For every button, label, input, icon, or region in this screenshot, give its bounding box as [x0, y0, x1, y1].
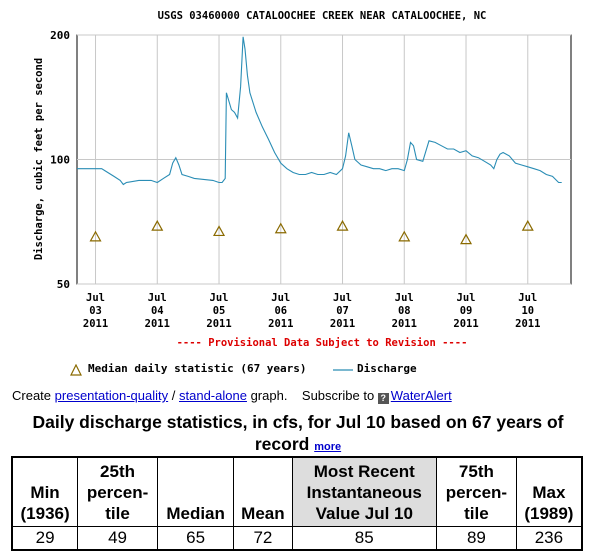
stats-heading: Daily discharge statistics, in cfs, for …: [8, 411, 588, 458]
median-marker: [460, 233, 473, 245]
stats-value-cell: 89: [436, 526, 517, 551]
stats-col-header-line: tile: [105, 504, 130, 523]
stats-value-cell: 72: [233, 526, 293, 551]
stats-col-header-line: percen-: [445, 483, 508, 502]
stats-value-cell: 65: [156, 526, 235, 551]
stats-col-header: Most Recent Instantaneous Value Jul 10: [291, 456, 438, 527]
x-tick-label: 04: [151, 305, 164, 317]
create-graph-line: Create presentation-quality / stand-alon…: [12, 388, 452, 404]
more-link[interactable]: more: [314, 441, 342, 453]
stats-col-header: Median: [156, 456, 235, 527]
x-tick-label: 2011: [268, 318, 293, 330]
x-tick-label: Jul: [148, 292, 167, 304]
discharge-chart: USGS 03460000 CATALOOCHEE CREEK NEAR CAT…: [33, 10, 572, 349]
median-marker: [89, 230, 102, 242]
median-marker: [336, 219, 349, 231]
stats-value-cell: 29: [11, 526, 79, 551]
stats-col-header: Min (1936): [11, 456, 79, 527]
median-marker: [521, 219, 534, 231]
stats-value-cell: 236: [515, 526, 583, 551]
legend-discharge-label: Discharge: [357, 362, 417, 375]
legend-line-icon: [333, 369, 353, 371]
stats-col-header-line: 25th: [100, 462, 136, 481]
stats-col-header-line: tile: [464, 504, 489, 523]
stats-value-cell: 49: [77, 526, 158, 551]
x-tick-label: 2011: [453, 318, 478, 330]
x-tick-label: Jul: [210, 292, 229, 304]
discharge-stats-table: Min (1936) 25th percen-tile Median Mean Most R…: [11, 456, 583, 551]
x-tick-label: Jul: [271, 292, 290, 304]
x-tick-label: 03: [89, 305, 102, 317]
stats-value-cell: 85: [291, 526, 438, 551]
median-marker: [274, 222, 287, 234]
chart-legend: Median daily statistic (67 years) Discha…: [0, 362, 595, 378]
x-tick-label: 2011: [515, 318, 540, 330]
x-tick-label: Jul: [86, 292, 105, 304]
discharge-series-line: [77, 36, 562, 186]
stats-col-header-line: Median: [166, 504, 225, 523]
stats-col-header-line: 75th: [458, 462, 494, 481]
x-tick-label: Jul: [518, 292, 537, 304]
median-marker: [151, 219, 164, 231]
stats-col-header: 75th percen-tile: [436, 456, 517, 527]
stats-col-header-line: (1936): [20, 504, 70, 523]
stats-col-header-line: Mean: [241, 504, 285, 523]
y-tick-label: 200: [50, 29, 70, 42]
x-tick-label: 05: [213, 305, 226, 317]
stats-col-header-line: Most Recent: [313, 462, 415, 481]
x-tick-label: Jul: [395, 292, 414, 304]
legend-triangle-icon: [70, 364, 82, 376]
stats-col-header-line: percen-: [86, 483, 149, 502]
x-tick-label: 2011: [83, 318, 108, 330]
x-tick-label: 2011: [392, 318, 417, 330]
median-marker: [213, 225, 226, 237]
wateralert-icon[interactable]: ?: [377, 393, 389, 404]
slash-separator: /: [171, 388, 176, 403]
x-tick-label: Jul: [333, 292, 352, 304]
x-tick-label: 09: [460, 305, 473, 317]
x-tick-label: 10: [521, 305, 534, 317]
grid-lines: [77, 34, 571, 285]
y-axis-label: Discharge, cubic feet per second: [33, 58, 45, 260]
stats-header-row: Min (1936) 25th percen-tile Median Mean Most R…: [11, 456, 583, 527]
x-tick-label: 2011: [145, 318, 170, 330]
presentation-quality-link[interactable]: presentation-quality: [54, 388, 169, 403]
stats-col-header-line: Min: [30, 483, 60, 502]
y-tick-label: 100: [50, 154, 70, 167]
provisional-note: ---- Provisional Data Subject to Revisio…: [177, 337, 468, 349]
median-markers: [89, 219, 534, 245]
y-tick-labels: 200 100 50: [50, 29, 70, 291]
x-tick-label: 2011: [206, 318, 231, 330]
stats-col-header-line: (1989): [524, 504, 574, 523]
median-marker: [398, 230, 411, 242]
x-tick-labels: Jul032011Jul042011Jul052011Jul062011Jul0…: [83, 292, 541, 330]
x-tick-label: Jul: [457, 292, 476, 304]
stats-heading-text: Daily discharge statistics, in cfs, for …: [32, 412, 564, 454]
x-tick-label: 07: [336, 305, 349, 317]
y-tick-label: 50: [57, 278, 70, 291]
subscribe-text: Subscribe to: [301, 388, 375, 403]
stats-value-row: 29 49 65 72 85 89 236: [11, 526, 583, 551]
stats-col-header: 25th percen-tile: [77, 456, 158, 527]
x-tick-label: 08: [398, 305, 411, 317]
stand-alone-link[interactable]: stand-alone: [179, 388, 247, 403]
chart-title: USGS 03460000 CATALOOCHEE CREEK NEAR CAT…: [158, 10, 487, 22]
stats-col-header: Mean: [233, 456, 293, 527]
x-tick-label: 06: [274, 305, 287, 317]
stats-col-header-line: Max: [532, 483, 566, 502]
stats-col-header-line: Instantaneous: [306, 483, 422, 502]
create-prefix: Create: [12, 388, 52, 403]
wateralert-link[interactable]: WaterAlert: [390, 388, 452, 403]
graph-suffix: graph.: [250, 388, 288, 403]
stats-col-header-line: Value Jul 10: [315, 504, 413, 523]
legend-median-label: Median daily statistic (67 years): [88, 362, 307, 375]
x-tick-label: 2011: [330, 318, 355, 330]
stats-col-header: Max (1989): [515, 456, 583, 527]
